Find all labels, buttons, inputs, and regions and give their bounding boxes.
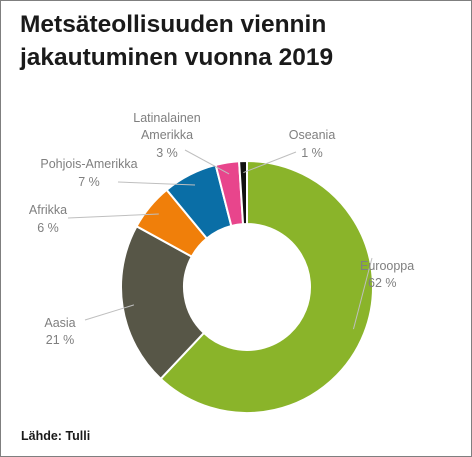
leader-line-latinalainen-amerikka (184, 149, 230, 175)
slice-aasia (120, 224, 206, 381)
leader-line-oseania (243, 151, 297, 174)
label-latinalainen-value: 3 % (156, 146, 178, 160)
label-eurooppa-name: Eurooppa (360, 259, 414, 273)
label-latinalainen-line-1: Latinalainen (133, 111, 200, 125)
chart-title-line-1: Metsäteollisuuden viennin (20, 11, 327, 38)
label-aasia-value: 21 % (46, 333, 75, 347)
slice-oseania (238, 159, 248, 226)
chart-title-line-2: jakautuminen vuonna 2019 (20, 44, 334, 71)
leader-line-afrikka (67, 213, 159, 219)
label-afrikka-value: 6 % (37, 221, 59, 235)
leader-line-eurooppa (352, 257, 373, 330)
label-aasia-name: Aasia (44, 316, 75, 330)
leader-line-aasia (84, 304, 135, 321)
label-afrikka-name: Afrikka (29, 203, 67, 217)
leader-line-pohjois-amerikka (117, 181, 196, 186)
label-oseania-name: Oseania (289, 128, 336, 142)
source-note: Lähde: Tulli (21, 429, 91, 443)
label-eurooppa-value: 62 % (368, 276, 397, 290)
label-pohjois-amerikka-name: Pohjois-Amerikka (40, 157, 137, 171)
label-latinalainen-line-2: Amerikka (141, 128, 193, 142)
label-pohjois-amerikka-value: 7 % (78, 175, 100, 189)
label-oseania-value: 1 % (301, 146, 323, 160)
slice-eurooppa (159, 159, 374, 414)
chart-title: Metsäteollisuuden viennin jakautuminen v… (20, 8, 440, 74)
